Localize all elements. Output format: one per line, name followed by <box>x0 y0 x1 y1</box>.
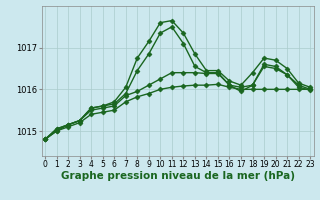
X-axis label: Graphe pression niveau de la mer (hPa): Graphe pression niveau de la mer (hPa) <box>60 171 295 181</box>
